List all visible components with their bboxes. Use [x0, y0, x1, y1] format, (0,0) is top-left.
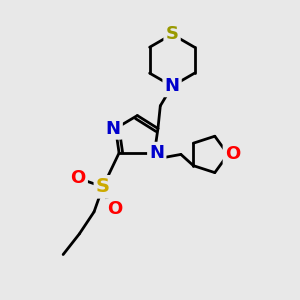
Text: N: N — [165, 77, 180, 95]
Text: O: O — [107, 200, 122, 218]
Text: O: O — [70, 169, 86, 187]
Text: S: S — [96, 177, 110, 196]
Text: N: N — [106, 119, 121, 137]
Text: O: O — [225, 146, 240, 164]
Text: S: S — [166, 25, 178, 43]
Text: N: N — [149, 144, 164, 162]
